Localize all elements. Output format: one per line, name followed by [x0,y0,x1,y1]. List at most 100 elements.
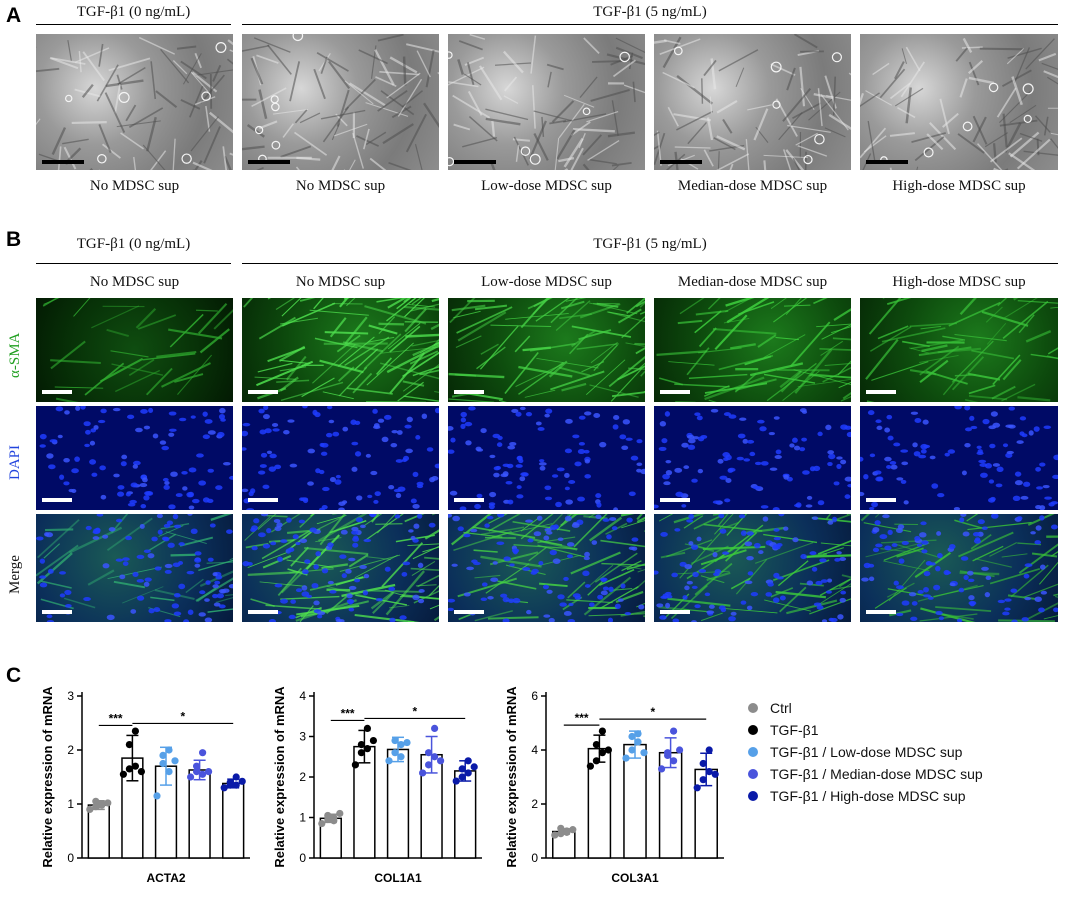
data-point [425,761,433,769]
b-dapi-texture-1 [39,406,233,510]
data-point [634,730,642,738]
data-point [226,778,234,786]
b-dapi-image-4 [654,406,851,510]
a-cells-1 [36,36,233,170]
data-point [199,749,207,757]
data-point [92,803,100,811]
data-point [676,746,684,754]
b-sma-image-4 [654,298,851,402]
y-tick-label: 1 [299,811,306,825]
y-tick-label: 2 [299,770,306,784]
significance-label: *** [341,706,355,720]
data-point [153,792,161,800]
bar [188,769,211,859]
bar [623,743,647,859]
a-scale-bar-3 [454,160,496,164]
legend-marker-median [748,769,758,779]
data-point [98,801,106,809]
x-axis-label: ACTA2 [146,871,185,885]
y-tick-label: 4 [299,689,306,703]
a-cell-texture-5 [860,37,1058,170]
b-dapi-scale-bar-1 [42,498,72,502]
b-dapi-texture-3 [448,406,645,510]
a-header-line-5 [242,24,1058,25]
data-point [431,753,439,761]
data-point [425,749,433,757]
b-label-3: Low-dose MDSC sup [481,274,612,290]
data-point [193,762,201,770]
b-sma-image-5 [860,298,1058,402]
data-point [557,830,565,838]
data-point [165,768,173,776]
b-sma-image-3 [448,298,645,402]
data-point [604,746,612,754]
b-sma-fibers-3 [448,298,645,402]
a-cells-3 [448,34,645,170]
data-point [557,824,565,832]
b-merge-overlay-5 [860,514,1058,622]
data-point [397,753,405,761]
b-sma-fibers-5 [865,298,1058,402]
data-point [622,754,630,762]
data-point [592,757,600,765]
b-sma-fibers-1 [42,298,233,402]
data-point [187,773,195,781]
b-merge-fiber-texture-2 [244,514,439,622]
b-merge-image-5 [860,514,1058,622]
legend-marker-low [748,747,758,757]
y-axis-label: Relative expression of mRNA [272,686,287,868]
a-scale-bar-5 [866,160,908,164]
data-point [171,757,179,765]
b-merge-image-2 [242,514,439,622]
bar [87,804,110,859]
row-label-dapi: DAPI [7,444,23,480]
a-header-tgf0: TGF-β1 (0 ng/mL) [76,4,191,20]
b-merge-overlay-1 [36,514,233,622]
b-sma-scale-bar-1 [42,390,72,394]
b-dapi-image-2 [242,406,439,510]
data-point [397,741,405,749]
data-point [232,773,240,781]
data-point [330,817,338,825]
b-header-tgf0: TGF-β1 (0 ng/mL) [76,236,191,252]
data-point [419,769,427,777]
y-tick-label: 3 [299,730,306,744]
b-dapi-nuclei-3 [448,406,645,510]
data-point [464,757,472,765]
significance-label: *** [575,711,589,725]
data-point [634,738,642,746]
a-cell-texture-2 [242,34,439,170]
bar [222,782,245,859]
chart-legend: Ctrl TGF-β1 TGF-β1 / Low-dose MDSC sup T… [748,700,1058,880]
b-merge-scale-bar-2 [248,610,278,614]
b-merge-overlay-2 [242,514,439,622]
a-image-2 [242,34,439,170]
a-label-2: No MDSC sup [295,178,386,194]
data-point [628,732,636,741]
b-header-tgf5: TGF-β1 (5 ng/mL) [593,236,707,252]
significance-label: * [180,709,185,723]
b-sma-fibers-4 [656,298,851,402]
b-merge-scale-bar-1 [42,610,72,614]
data-point [193,768,201,776]
a-cell-texture-1 [36,36,233,170]
data-point [586,762,594,770]
b-dapi-image-5 [860,406,1058,510]
significance-label: * [412,704,417,718]
data-point [592,741,600,749]
data-point [670,727,678,735]
data-point [205,768,213,776]
data-point [336,809,344,818]
data-point [563,828,571,836]
y-tick-label: 6 [531,689,538,703]
data-point [705,768,713,776]
b-merge-nuclei-texture-5 [861,514,1058,622]
data-point [385,757,393,765]
a-label-1: No MDSC sup [89,178,180,194]
b-label-2: No MDSC sup [295,274,386,290]
data-point [232,781,240,789]
a-header-tgf5: TGF-β1 (5 ng/mL) [593,4,707,20]
data-point [363,724,371,732]
